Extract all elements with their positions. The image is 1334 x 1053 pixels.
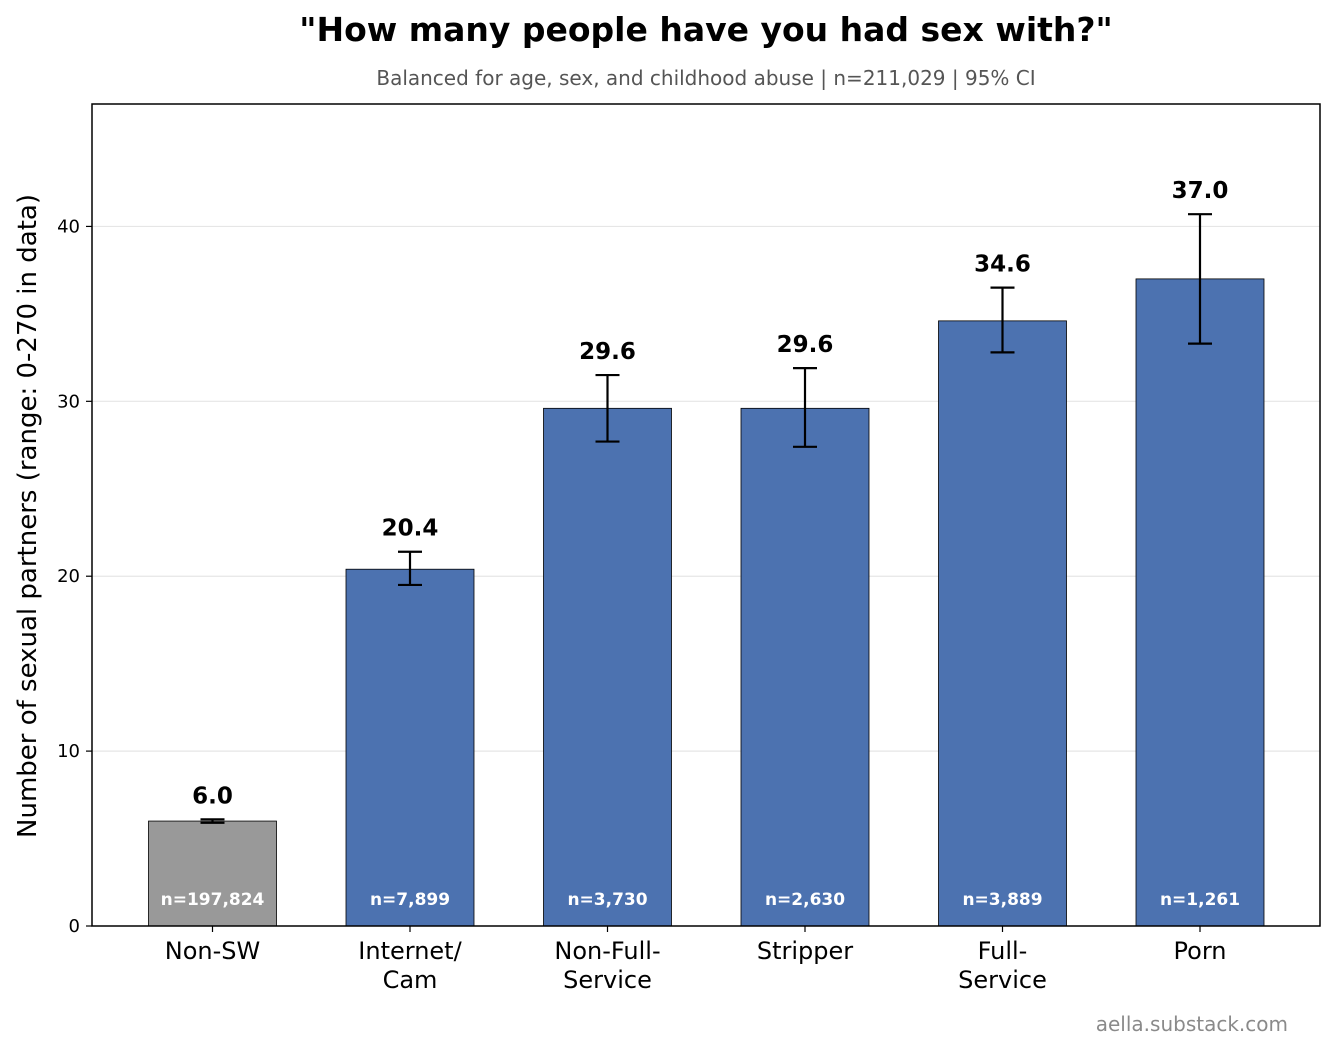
- count-label: n=2,630: [765, 890, 845, 910]
- y-tick-label: 40: [57, 216, 80, 237]
- x-tick-label-line: Stripper: [757, 937, 853, 965]
- bar: [543, 407, 672, 927]
- bar: [148, 820, 277, 927]
- count-label: n=3,889: [962, 890, 1042, 910]
- x-tick-label-line: Non-SW: [165, 937, 260, 965]
- count-label: n=197,824: [161, 890, 265, 910]
- chart-title: "How many people have you had sex with?": [299, 10, 1113, 49]
- y-tick-label: 30: [57, 391, 80, 412]
- count-label: n=1,261: [1160, 890, 1240, 910]
- count-label: n=3,730: [567, 890, 647, 910]
- x-tick-label: Non-Full-Service: [554, 937, 660, 994]
- bar: [938, 320, 1067, 927]
- bar: [1135, 278, 1265, 927]
- chart-subtitle: Balanced for age, sex, and childhood abu…: [376, 66, 1036, 90]
- x-tick-label-line: Service: [958, 966, 1047, 994]
- x-tick-label-line: Internet/: [358, 937, 462, 965]
- data-label: 29.6: [777, 332, 834, 358]
- x-tick-label: Stripper: [757, 937, 853, 965]
- x-tick-label-line: Service: [563, 966, 652, 994]
- x-tick-label: Non-SW: [165, 937, 260, 965]
- y-tick-label: 20: [57, 566, 80, 587]
- data-label: 37.0: [1172, 178, 1229, 204]
- x-tick-label: Full-Service: [958, 937, 1047, 994]
- data-label: 20.4: [382, 516, 439, 542]
- y-tick-label: 0: [69, 916, 80, 937]
- y-tick-label: 10: [57, 741, 80, 762]
- bar: [345, 568, 475, 927]
- x-tick-label-line: Non-Full-: [554, 937, 660, 965]
- x-tick-label-line: Porn: [1174, 937, 1227, 965]
- x-tick-label-line: Full-: [978, 937, 1028, 965]
- x-tick-label-line: Cam: [383, 966, 438, 994]
- bar: [740, 407, 870, 927]
- count-label: n=7,899: [370, 890, 450, 910]
- data-label: 34.6: [974, 252, 1031, 278]
- x-tick-label: Internet/Cam: [358, 937, 462, 994]
- plot-frame: [91, 103, 1321, 927]
- data-label: 6.0: [192, 783, 233, 809]
- y-axis-label: Number of sexual partners (range: 0-270 …: [13, 194, 43, 838]
- x-tick-label: Porn: [1174, 937, 1227, 965]
- watermark: aella.substack.com: [1095, 1012, 1288, 1036]
- data-label: 29.6: [579, 339, 636, 365]
